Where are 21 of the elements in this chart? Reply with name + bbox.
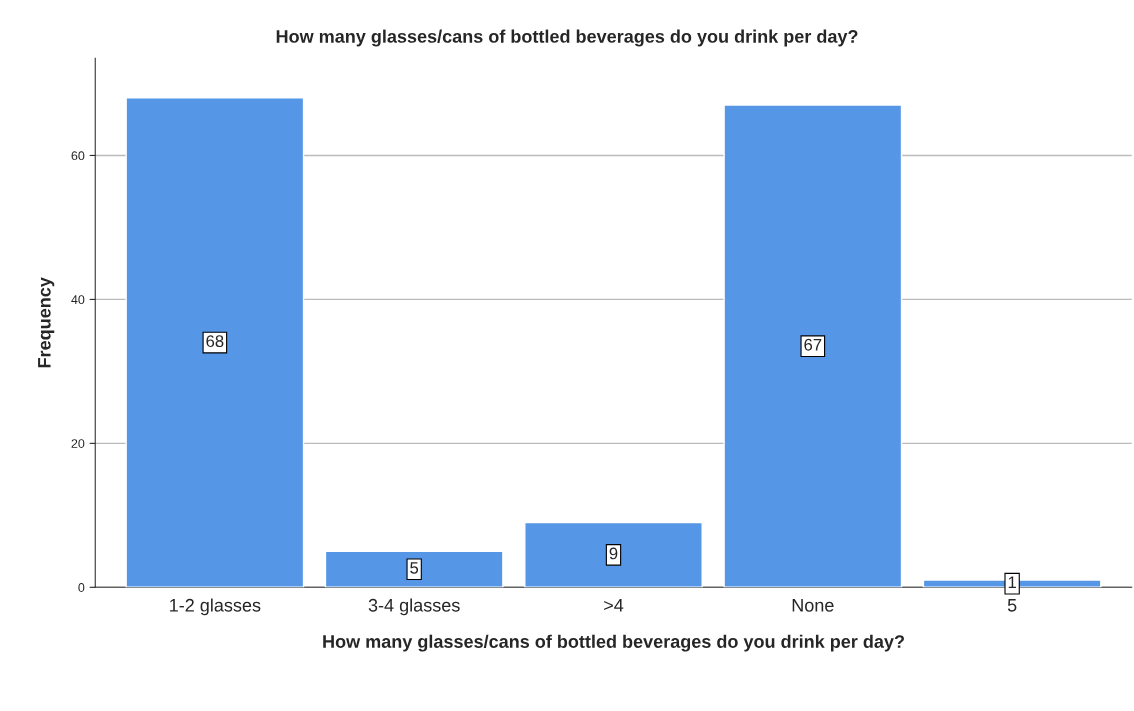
data-label: 5 <box>410 562 419 574</box>
x-tick-label: >4 <box>604 599 624 612</box>
y-tick-label: 20 <box>71 439 85 448</box>
x-axis-title: How many glasses/cans of bottled beverages do you drink per day? <box>323 634 904 652</box>
bar <box>524 521 703 588</box>
data-label: 9 <box>609 547 618 560</box>
y-tick-label: 0 <box>78 583 85 592</box>
data-label: 68 <box>206 335 224 348</box>
x-tick-label: None <box>792 599 834 612</box>
y-axis-title: Frequency <box>38 277 55 368</box>
data-label: 67 <box>804 338 822 351</box>
x-tick-label: 1-2 glasses <box>170 598 261 616</box>
bar <box>125 97 305 588</box>
data-label: 1 <box>1008 576 1016 588</box>
x-tick-label: 5 <box>1007 599 1017 612</box>
y-tick-label: 60 <box>71 151 85 161</box>
x-tick-label: 3-4 glasses <box>368 598 460 616</box>
chart-title: How many glasses/cans of bottled beverages do you drink per day? <box>276 29 858 47</box>
bar <box>723 104 903 588</box>
y-tick-label: 40 <box>71 295 85 305</box>
bar <box>324 550 504 588</box>
